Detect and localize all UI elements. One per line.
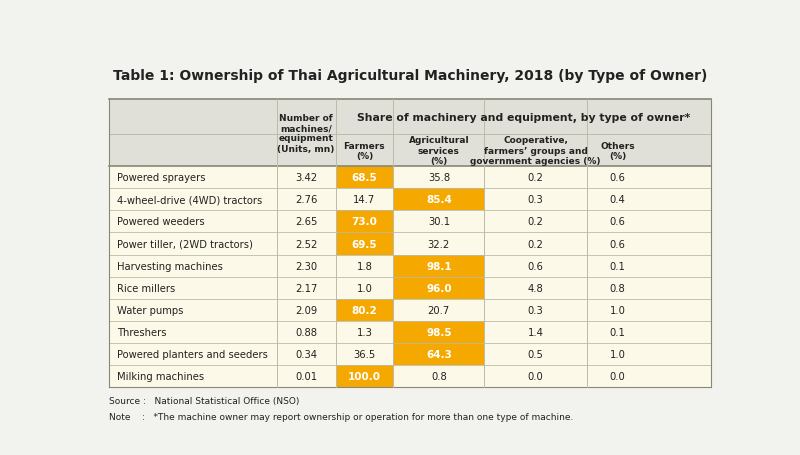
Text: 0.8: 0.8	[431, 371, 446, 381]
Text: 2.65: 2.65	[295, 217, 318, 227]
Text: 98.5: 98.5	[426, 327, 452, 337]
Text: 0.4: 0.4	[610, 195, 626, 205]
Text: 68.5: 68.5	[351, 173, 378, 183]
Text: 35.8: 35.8	[428, 173, 450, 183]
Text: 0.88: 0.88	[295, 327, 317, 337]
Text: 30.1: 30.1	[428, 217, 450, 227]
Text: Number of
machines/
equipment
(Units, mn): Number of machines/ equipment (Units, mn…	[278, 113, 335, 153]
Bar	[110, 343, 710, 365]
Bar	[336, 167, 394, 189]
Text: 0.2: 0.2	[528, 217, 543, 227]
Bar	[394, 255, 485, 277]
Text: 0.6: 0.6	[610, 239, 626, 249]
Text: 3.42: 3.42	[295, 173, 318, 183]
Text: 32.2: 32.2	[428, 239, 450, 249]
Text: 85.4: 85.4	[426, 195, 452, 205]
Bar	[110, 299, 710, 321]
Bar	[394, 321, 485, 343]
Text: 0.3: 0.3	[528, 305, 543, 315]
Bar	[110, 189, 710, 211]
Text: 2.09: 2.09	[295, 305, 318, 315]
Text: Share of machinery and equipment, by type of owner*: Share of machinery and equipment, by typ…	[357, 113, 690, 123]
Text: 0.6: 0.6	[528, 261, 543, 271]
Text: 0.34: 0.34	[295, 349, 317, 359]
Text: 1.8: 1.8	[357, 261, 372, 271]
Text: Milking machines: Milking machines	[117, 371, 204, 381]
Text: Others
(%): Others (%)	[600, 141, 635, 161]
Text: Cooperative,
farmers’ groups and
government agencies (%): Cooperative, farmers’ groups and governm…	[470, 136, 601, 166]
Bar	[110, 255, 710, 277]
Text: Note    :   *The machine owner may report ownership or operation for more than o: Note : *The machine owner may report own…	[110, 412, 574, 421]
Text: 69.5: 69.5	[352, 239, 378, 249]
Text: Power tiller, (2WD tractors): Power tiller, (2WD tractors)	[117, 239, 253, 249]
Bar	[394, 277, 485, 299]
Bar	[336, 299, 394, 321]
Text: 14.7: 14.7	[354, 195, 375, 205]
Text: 0.01: 0.01	[295, 371, 318, 381]
Text: Table 1: Ownership of Thai Agricultural Machinery, 2018 (by Type of Owner): Table 1: Ownership of Thai Agricultural …	[113, 69, 707, 83]
Text: Powered planters and seeders: Powered planters and seeders	[117, 349, 268, 359]
Bar	[110, 321, 710, 343]
Bar	[110, 100, 710, 387]
Text: 0.2: 0.2	[528, 173, 543, 183]
Text: 0.5: 0.5	[528, 349, 543, 359]
Bar	[336, 365, 394, 387]
Text: 0.6: 0.6	[610, 217, 626, 227]
Text: 0.8: 0.8	[610, 283, 626, 293]
Text: 0.2: 0.2	[528, 239, 543, 249]
Text: Powered weeders: Powered weeders	[117, 217, 204, 227]
Text: 20.7: 20.7	[428, 305, 450, 315]
Text: 98.1: 98.1	[426, 261, 452, 271]
Bar	[394, 189, 485, 211]
Bar	[110, 211, 710, 233]
Text: 100.0: 100.0	[348, 371, 381, 381]
Text: 73.0: 73.0	[351, 217, 378, 227]
Bar	[336, 233, 394, 255]
Text: Rice millers: Rice millers	[117, 283, 175, 293]
Text: Agricultural
services
(%): Agricultural services (%)	[409, 136, 469, 166]
Bar	[110, 233, 710, 255]
Text: 64.3: 64.3	[426, 349, 452, 359]
Text: Threshers: Threshers	[117, 327, 166, 337]
Text: 2.30: 2.30	[295, 261, 318, 271]
Bar	[110, 365, 710, 387]
Text: 36.5: 36.5	[354, 349, 375, 359]
Text: 0.1: 0.1	[610, 261, 626, 271]
Text: 2.76: 2.76	[295, 195, 318, 205]
Text: 0.1: 0.1	[610, 327, 626, 337]
Text: 0.3: 0.3	[528, 195, 543, 205]
Text: 1.0: 1.0	[357, 283, 372, 293]
Bar	[110, 167, 710, 189]
Text: Harvesting machines: Harvesting machines	[117, 261, 222, 271]
Text: 0.0: 0.0	[528, 371, 543, 381]
Text: Source :   National Statistical Office (NSO): Source : National Statistical Office (NS…	[110, 396, 300, 405]
Bar	[336, 211, 394, 233]
Text: 1.0: 1.0	[610, 349, 626, 359]
Bar	[110, 277, 710, 299]
Text: 1.0: 1.0	[610, 305, 626, 315]
Text: 96.0: 96.0	[426, 283, 452, 293]
Text: 4.8: 4.8	[528, 283, 543, 293]
Text: 2.52: 2.52	[295, 239, 318, 249]
Text: 1.4: 1.4	[528, 327, 543, 337]
Text: 2.17: 2.17	[295, 283, 318, 293]
Text: 0.6: 0.6	[610, 173, 626, 183]
Text: Water pumps: Water pumps	[117, 305, 183, 315]
Text: 80.2: 80.2	[351, 305, 378, 315]
Bar	[110, 100, 710, 167]
Text: 4-wheel-drive (4WD) tractors: 4-wheel-drive (4WD) tractors	[117, 195, 262, 205]
Text: 1.3: 1.3	[357, 327, 372, 337]
Text: Farmers
(%): Farmers (%)	[344, 141, 386, 161]
Text: Powered sprayers: Powered sprayers	[117, 173, 206, 183]
Bar	[394, 343, 485, 365]
Text: 0.0: 0.0	[610, 371, 626, 381]
